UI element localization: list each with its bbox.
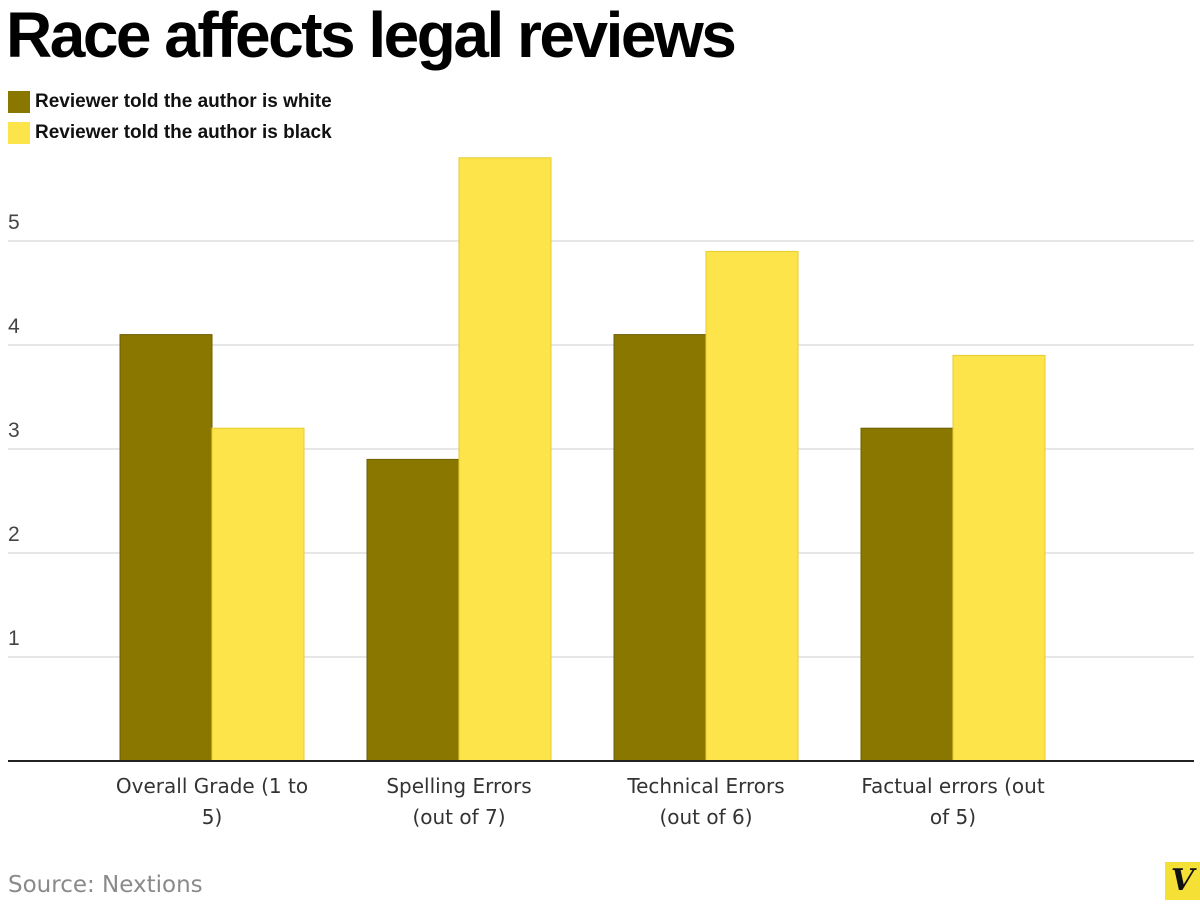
bar-white-2 (613, 334, 707, 762)
legend-swatch-white (8, 90, 30, 113)
bar-black-2 (705, 250, 799, 762)
bar-black-1 (458, 157, 552, 762)
bar-black-3 (952, 354, 1046, 762)
legend-label-black: Reviewer told the author is black (35, 121, 332, 143)
y-tick-label-3: 3 (8, 419, 20, 442)
x-tick-label-3: Factual errors (out of 5) (861, 774, 1045, 829)
y-tick-label-1: 1 (8, 627, 20, 650)
legend-item-white: Reviewer told the author is white (8, 86, 332, 117)
vox-logo: V (1165, 862, 1200, 900)
bar-white-1 (366, 458, 460, 762)
chart-title: Race affects legal reviews (6, 0, 737, 71)
x-tick-label-1: Spelling Errors (out of 7) (386, 774, 531, 829)
legend: Reviewer told the author is white Review… (8, 86, 332, 148)
bar-white-0 (119, 334, 213, 762)
legend-swatch-black (8, 121, 30, 144)
x-tick-label-0: Overall Grade (1 to 5) (116, 774, 308, 829)
y-tick-label-5: 5 (8, 211, 20, 234)
y-tick-label-2: 2 (8, 523, 20, 546)
x-tick-label-2: Technical Errors (out of 6) (626, 774, 784, 829)
bar-white-3 (860, 427, 954, 762)
vox-logo-letter: V (1170, 863, 1195, 898)
legend-label-white: Reviewer told the author is white (35, 90, 332, 112)
y-tick-label-4: 4 (8, 315, 20, 338)
bar-black-0 (211, 427, 305, 762)
legend-item-black: Reviewer told the author is black (8, 117, 332, 148)
source-note: Source: Nextions (8, 872, 203, 898)
